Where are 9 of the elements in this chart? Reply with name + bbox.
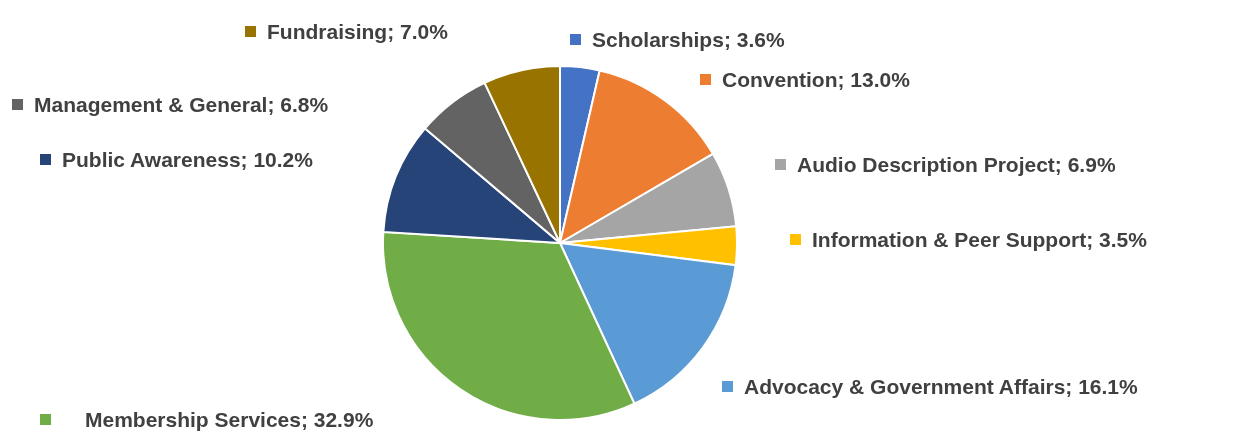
legend-label: Fundraising; 7.0%	[267, 20, 449, 44]
legend-label: Public Awareness; 10.2%	[62, 148, 314, 172]
legend-label: Convention; 13.0%	[722, 68, 911, 92]
legend-label: Audio Description Project; 6.9%	[797, 153, 1116, 177]
legend-label: Information & Peer Support; 3.5%	[812, 228, 1148, 252]
legend-label: Membership Services; 32.9%	[85, 408, 374, 432]
legend-label: Management & General; 6.8%	[34, 93, 329, 117]
legend-label: Scholarships; 3.6%	[592, 28, 785, 52]
legend-label: Advocacy & Government Affairs; 16.1%	[744, 375, 1139, 399]
